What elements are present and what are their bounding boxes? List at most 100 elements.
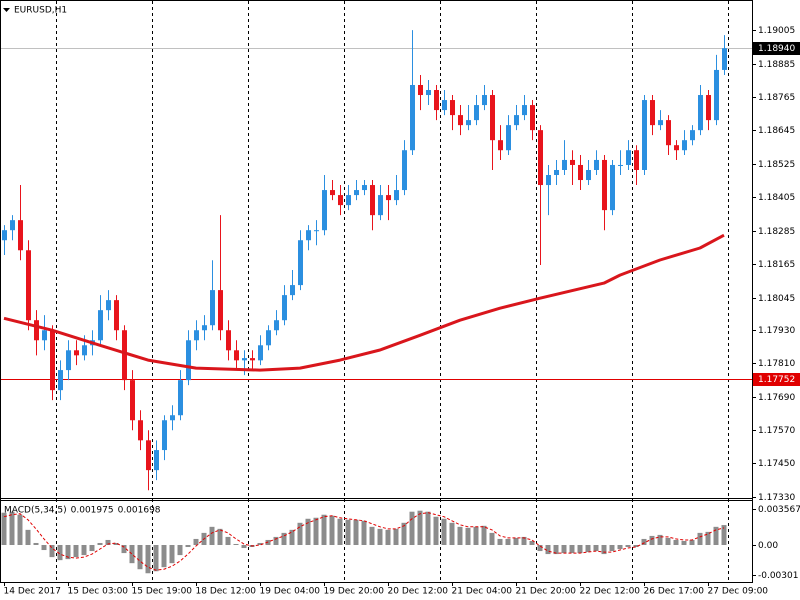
candle-body xyxy=(530,105,535,131)
candle-body xyxy=(562,159,567,170)
candle-body xyxy=(498,140,503,151)
macd-bar xyxy=(129,545,135,564)
candle-body xyxy=(146,440,151,471)
macd-bar xyxy=(457,526,463,546)
candle-body xyxy=(650,100,655,126)
candle-body xyxy=(426,90,431,96)
macd-bar xyxy=(193,538,199,546)
macd-bar xyxy=(385,529,391,546)
macd-bar xyxy=(505,538,511,546)
candle-body xyxy=(706,95,711,121)
x-tick-label: 19 Dec 04:00 xyxy=(260,587,321,597)
candle-body xyxy=(34,320,39,341)
y-tick-label: 0.00 xyxy=(758,541,778,551)
macd-bar xyxy=(393,528,399,546)
macd-bar xyxy=(601,545,607,555)
y-tick-label: 1.18405 xyxy=(758,193,795,203)
candle-body xyxy=(634,150,639,170)
signal-value: 0.001698 xyxy=(118,506,161,516)
macd-bar xyxy=(81,545,87,556)
macd-bar xyxy=(489,532,495,546)
macd-bar xyxy=(681,540,687,546)
y-tick-label: 1.17330 xyxy=(758,493,795,503)
x-tick-label: 27 Dec 09:00 xyxy=(708,587,769,597)
macd-bar xyxy=(369,526,375,546)
y-tick-label: 1.18645 xyxy=(758,126,795,136)
macd-bar xyxy=(513,537,519,546)
macd-bar xyxy=(609,545,615,552)
candle-body xyxy=(466,120,471,126)
candle-body xyxy=(282,295,287,321)
macd-bar xyxy=(17,514,23,546)
y-tick-label: -0.00301 xyxy=(758,571,798,581)
candle-body xyxy=(410,84,415,151)
macd-bar xyxy=(521,536,527,546)
candle-body xyxy=(370,185,375,216)
candle-body xyxy=(378,195,383,216)
candle-body xyxy=(18,220,23,251)
macd-bar xyxy=(89,545,95,552)
candle-body xyxy=(578,164,583,181)
candle-body xyxy=(626,150,631,165)
macd-value: 0.001975 xyxy=(71,506,114,516)
candle-body xyxy=(258,345,263,361)
macd-bar xyxy=(353,519,359,546)
y-tick-label: 1.18165 xyxy=(758,260,795,270)
macd-bar xyxy=(577,545,583,554)
candle-body xyxy=(554,169,559,176)
candle-body xyxy=(266,330,271,346)
macd-bar xyxy=(361,520,367,546)
candle-body xyxy=(194,330,199,341)
macd-bar xyxy=(633,545,639,548)
macd-bar xyxy=(153,545,159,572)
macd-bar xyxy=(297,522,303,546)
macd-bar xyxy=(209,526,215,546)
candle-body xyxy=(274,320,279,331)
y-tick-label: 1.17690 xyxy=(758,393,795,403)
candle-body xyxy=(10,220,15,231)
macd-bar xyxy=(689,539,695,546)
macd-bar xyxy=(545,545,551,555)
candle-body xyxy=(522,105,527,116)
candle-body xyxy=(450,100,455,116)
macd-bar xyxy=(705,531,711,546)
candle-body xyxy=(186,340,191,381)
candle-body xyxy=(242,358,247,361)
x-tick-label: 21 Dec 20:00 xyxy=(516,587,577,597)
macd-bar xyxy=(241,545,247,549)
macd-bar xyxy=(1,512,7,546)
candle-body xyxy=(82,345,87,356)
macd-bar xyxy=(305,518,311,546)
macd-bar xyxy=(449,522,455,546)
candle-body xyxy=(98,310,103,341)
candle-body xyxy=(290,285,295,296)
candle-body xyxy=(298,240,303,286)
macd-bar xyxy=(721,525,727,546)
candle-body xyxy=(642,100,647,170)
y-tick-label: 0.003567 xyxy=(758,505,800,515)
candle-body xyxy=(714,69,719,121)
candle-body xyxy=(610,164,615,211)
macd-bar xyxy=(25,529,31,546)
candle-body xyxy=(338,195,343,206)
candle-body xyxy=(42,330,47,341)
macd-bar xyxy=(113,542,119,546)
candle-body xyxy=(58,370,63,391)
macd-bar xyxy=(585,545,591,553)
macd-bar xyxy=(121,545,127,554)
macd-bar xyxy=(233,543,239,546)
candle-body xyxy=(306,230,311,241)
macd-bar xyxy=(673,539,679,546)
candle-body xyxy=(354,190,359,196)
macd-bar xyxy=(481,525,487,546)
candle-body xyxy=(66,350,71,371)
macd-bar xyxy=(537,545,543,552)
candle-body xyxy=(162,420,167,451)
candle-body xyxy=(346,195,351,206)
macd-bar xyxy=(281,532,287,546)
candle-body xyxy=(202,325,207,331)
candle-body xyxy=(226,330,231,351)
macd-bar xyxy=(497,538,503,546)
candle-body xyxy=(538,130,543,186)
candle-body xyxy=(402,150,407,191)
